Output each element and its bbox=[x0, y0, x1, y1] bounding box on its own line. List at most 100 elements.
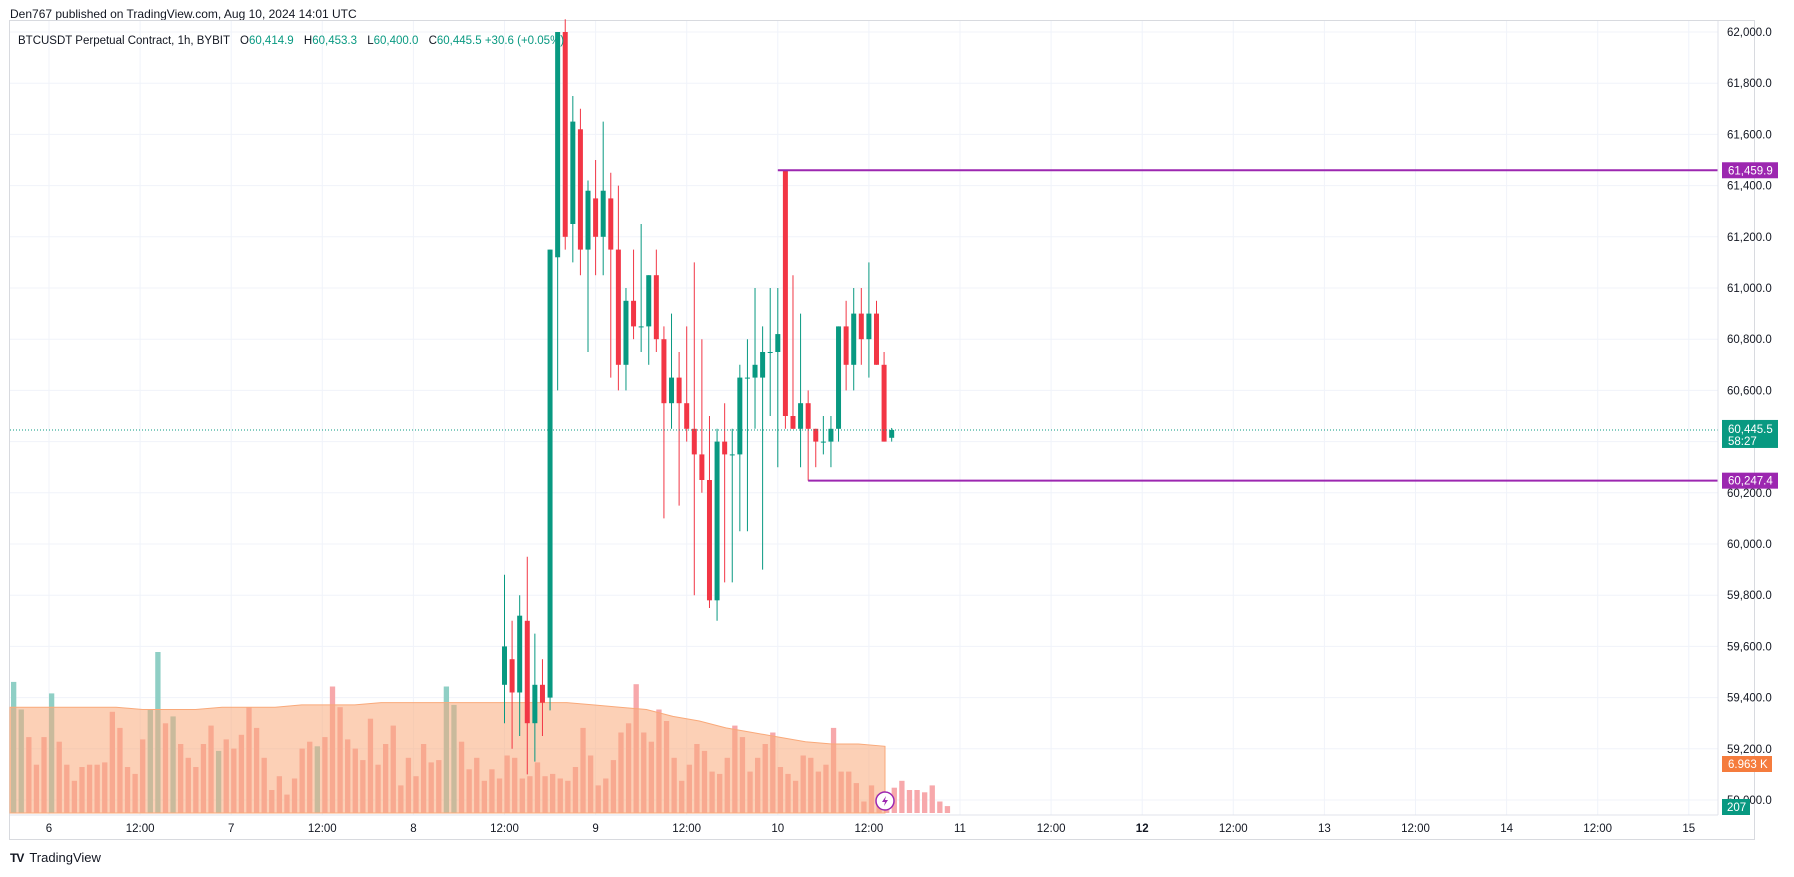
candle-body bbox=[782, 170, 788, 416]
x-tick-label: 12:00 bbox=[1401, 823, 1430, 835]
volume-pane bbox=[9, 652, 951, 814]
candle-body bbox=[714, 441, 720, 601]
x-tick-label: 12:00 bbox=[490, 823, 519, 835]
candle-body bbox=[866, 313, 872, 340]
candle-body bbox=[532, 684, 538, 724]
candle-body bbox=[524, 620, 530, 724]
candle-body bbox=[509, 659, 515, 693]
candle-body bbox=[805, 403, 811, 429]
low-label: L bbox=[367, 35, 374, 47]
countdown-label: 58:27 bbox=[1728, 436, 1757, 448]
axes: 62,000.0 61,800.0 61,600.0 61,400.0 61,200.0… bbox=[10, 21, 1772, 835]
x-tick-label: 12 bbox=[1136, 823, 1149, 835]
candle-body bbox=[623, 300, 629, 365]
candle-body bbox=[775, 334, 781, 352]
candle-body bbox=[760, 352, 766, 378]
candle-body bbox=[858, 313, 864, 340]
open-value: 60,414.9 bbox=[248, 35, 294, 47]
y-tick-label: 60,600.0 bbox=[1727, 385, 1772, 397]
volume-last-badge bbox=[1722, 799, 1750, 815]
candle-body bbox=[843, 326, 849, 365]
candle-body bbox=[676, 377, 682, 404]
y-tick-label: 59,200.0 bbox=[1727, 744, 1772, 756]
high-value: 60,453.3 bbox=[312, 35, 357, 47]
candle-body bbox=[722, 441, 728, 455]
footer: TV TradingView bbox=[10, 850, 101, 865]
symbol-name[interactable]: BTCUSDT Perpetual Contract, 1h, BYBIT bbox=[18, 35, 230, 47]
close-value: 60,445.5 bbox=[436, 35, 482, 47]
x-tick-label: 12:00 bbox=[126, 823, 155, 835]
candle-body bbox=[836, 326, 842, 429]
candle-body bbox=[653, 275, 659, 340]
change-value: +30.6 (+0.05%) bbox=[484, 35, 565, 47]
x-tick-label: 12:00 bbox=[1219, 823, 1248, 835]
candle-body bbox=[570, 121, 576, 224]
horizontal-levels[interactable] bbox=[10, 169, 1718, 482]
candle-body bbox=[539, 684, 545, 703]
replay-icon[interactable] bbox=[875, 791, 895, 811]
volume-bar bbox=[906, 790, 913, 813]
x-tick-label: 12:00 bbox=[1583, 823, 1612, 835]
y-tick-label: 61,400.0 bbox=[1727, 181, 1772, 193]
candle-body bbox=[517, 615, 523, 693]
x-tick-label: 12:00 bbox=[1037, 823, 1066, 835]
x-tick-label: 10 bbox=[771, 823, 784, 835]
candle-body bbox=[744, 377, 750, 379]
candle-body bbox=[555, 32, 561, 258]
candle-body bbox=[790, 416, 796, 429]
volume-ma-area bbox=[9, 702, 886, 814]
close-label: C bbox=[428, 35, 437, 47]
x-tick-label: 13 bbox=[1318, 823, 1331, 835]
tradingview-brand[interactable]: TradingView bbox=[29, 850, 101, 865]
candle-body bbox=[593, 198, 599, 237]
candle-body bbox=[820, 441, 826, 443]
x-tick-label: 12:00 bbox=[672, 823, 701, 835]
x-tick-label: 11 bbox=[954, 823, 966, 835]
y-tick-label: 61,000.0 bbox=[1727, 283, 1772, 295]
candle-body bbox=[889, 429, 895, 438]
level-price-badge bbox=[1722, 162, 1778, 179]
volume-bar bbox=[914, 790, 920, 813]
candle-body bbox=[752, 364, 758, 378]
low-value: 60,400.0 bbox=[373, 35, 419, 47]
x-tick-label: 8 bbox=[410, 823, 416, 835]
candle-body bbox=[813, 428, 819, 442]
candle-body bbox=[706, 480, 712, 601]
candles bbox=[502, 19, 895, 775]
volume-ma-badge bbox=[1722, 756, 1772, 772]
grid-lines bbox=[10, 21, 1718, 815]
candle-body bbox=[646, 275, 652, 327]
candle-body bbox=[881, 364, 887, 442]
level-price-label: 60,247.4 bbox=[1728, 476, 1773, 488]
volume-bar bbox=[922, 792, 928, 813]
y-tick-label: 59,800.0 bbox=[1727, 590, 1772, 602]
candle-body bbox=[608, 198, 614, 250]
candle-body bbox=[737, 377, 743, 455]
candle-body bbox=[729, 454, 735, 456]
level-price-badge bbox=[1722, 472, 1778, 489]
candle-body bbox=[585, 190, 591, 250]
candle-body bbox=[661, 339, 667, 404]
y-tick-label: 60,800.0 bbox=[1727, 334, 1772, 346]
x-tick-label: 12:00 bbox=[308, 823, 337, 835]
volume-bar bbox=[937, 801, 943, 813]
publish-info: Den767 published on TradingView.com, Aug… bbox=[10, 7, 357, 21]
candle-body bbox=[873, 313, 879, 365]
ohlc-legend: BTCUSDT Perpetual Contract, 1h, BYBIT O6… bbox=[18, 35, 564, 47]
y-tick-label: 59,600.0 bbox=[1727, 641, 1772, 653]
y-tick-label: 61,200.0 bbox=[1727, 232, 1772, 244]
candle-body bbox=[600, 190, 606, 237]
x-tick-label: 6 bbox=[46, 823, 52, 835]
candle-body bbox=[562, 32, 568, 237]
open-label: O bbox=[239, 35, 249, 47]
y-tick-label: 61,600.0 bbox=[1727, 129, 1772, 141]
candle-body bbox=[638, 326, 644, 328]
high-label: H bbox=[303, 35, 313, 47]
x-tick-label: 15 bbox=[1682, 823, 1695, 835]
tradingview-logo-icon: TV bbox=[10, 850, 24, 865]
x-tick-label: 12:00 bbox=[855, 823, 884, 835]
candle-body bbox=[631, 300, 637, 327]
candle-body bbox=[767, 352, 773, 353]
price-badges: 61,459.9 60,247.4 60,445.558:27 6.963 K 207 bbox=[1722, 162, 1778, 815]
